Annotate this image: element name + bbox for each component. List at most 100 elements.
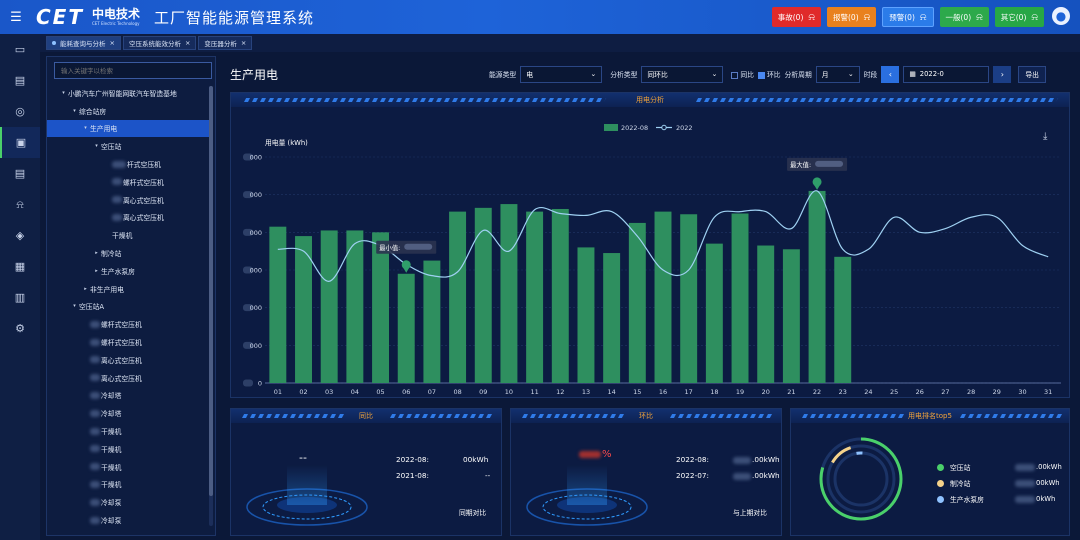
tree-node[interactable]: ▾ 综合站房 — [47, 102, 209, 120]
decor-stripes — [801, 414, 905, 418]
tree-node[interactable]: 干燥机 — [47, 226, 209, 244]
tree-node[interactable]: ▾ 空压站 — [47, 137, 209, 155]
tree-node-label: 空压站A — [79, 303, 105, 312]
tree-node[interactable]: 螺杆式空压机 — [47, 173, 209, 191]
redacted-value — [733, 472, 751, 480]
x-tick-label: 14 — [608, 388, 616, 396]
user-avatar[interactable]: ● — [1052, 7, 1070, 25]
tree-node[interactable]: ▾ 生产用电 — [47, 119, 209, 138]
top5-panel-title: 用电排名top5 — [908, 412, 952, 420]
report-icon[interactable]: ▤ — [14, 167, 26, 180]
tree-search-input[interactable] — [54, 62, 212, 79]
settings-icon[interactable]: ⚙ — [15, 322, 25, 335]
tree-node[interactable]: 螺杆式空压机 — [47, 315, 209, 333]
close-icon[interactable]: × — [184, 39, 191, 47]
bar-06 — [397, 273, 415, 383]
date-picker[interactable]: ▦ 2022-0 — [903, 65, 990, 83]
alarm-button[interactable]: 其它(0) ⍾ — [994, 7, 1044, 27]
analysis-type-select[interactable]: 同环比 ⌄ — [641, 65, 724, 83]
top5-item: 制冷站 00kWh — [937, 475, 1067, 491]
tab-3[interactable]: 变压器分析 × — [198, 36, 253, 50]
tree-node[interactable]: 螺杆式空压机 — [47, 333, 209, 351]
tree-node[interactable]: 干燥机 — [47, 476, 209, 494]
tree-node[interactable]: 冷却塔 — [47, 404, 209, 422]
decor-stripes — [695, 98, 1059, 102]
monitor-icon[interactable]: ▭ — [14, 43, 26, 56]
y-tick-label: 000 — [250, 154, 262, 162]
top5-panel: 用电排名top5 空压站 .00kWh 制冷站 00kWh 生产水泵房 0kWh — [790, 408, 1070, 536]
tree-node[interactable]: 干燥机 — [47, 440, 209, 458]
alarm-button[interactable]: 事故(0) ⍾ — [771, 7, 821, 27]
caret-icon: ▸ — [95, 267, 98, 274]
tree-node[interactable]: 冷却塔 — [47, 387, 209, 405]
tab-2[interactable]: 空压系统能效分析 × — [122, 36, 197, 50]
legend-label-bar: 2022-08 — [621, 124, 648, 132]
clipboard-icon[interactable]: ▥ — [14, 291, 26, 304]
download-icon[interactable]: ⤓ — [1043, 131, 1048, 142]
tree-node[interactable]: 离心式空压机 — [47, 369, 209, 387]
target-icon[interactable]: ◎ — [15, 105, 25, 118]
redacted-tick — [243, 228, 253, 236]
redacted-text — [90, 445, 100, 453]
calculator-icon[interactable]: ▦ — [14, 260, 26, 273]
mom-row-1-value-text: .00kWh — [752, 455, 780, 464]
tree-node[interactable]: 离心式空压机 — [47, 191, 209, 209]
alarm-button[interactable]: 一般(0) ⍾ — [939, 7, 989, 27]
bell-icon[interactable]: ⍾ — [16, 197, 24, 211]
alarm-button[interactable]: 预警(0) ⍾ — [882, 7, 934, 27]
tree-node[interactable]: 冷却泵 — [47, 493, 209, 511]
yoy-footer: 同期对比 — [459, 509, 487, 517]
time-label: 时段 — [863, 71, 878, 79]
bar-03 — [320, 230, 338, 383]
menu-toggle-icon[interactable]: ☰ — [10, 9, 22, 25]
caret-icon: ▾ — [62, 89, 65, 96]
redacted-text — [90, 374, 100, 382]
tree-node[interactable]: 干燥机 — [47, 458, 209, 476]
tree-scrollbar[interactable] — [209, 86, 213, 526]
close-icon[interactable]: × — [240, 39, 247, 47]
alarm-button[interactable]: 报警(0) ⍾ — [827, 7, 877, 27]
redacted-value — [404, 243, 433, 250]
export-button[interactable]: 导出 — [1018, 65, 1046, 83]
redacted-value — [733, 456, 751, 464]
prev-period-button[interactable]: ‹ — [881, 65, 900, 83]
x-tick-label: 28 — [967, 388, 975, 396]
redacted-text — [112, 178, 122, 186]
y-tick-label: 000 — [250, 267, 262, 275]
yoy-row-1-value: 00kWh — [463, 455, 489, 464]
y-tick-label: 000 — [250, 304, 262, 312]
logo-en: CET Electric Technology — [91, 21, 140, 26]
yoy-checkbox[interactable]: 同比 — [731, 69, 754, 79]
x-tick-label: 20 — [762, 388, 770, 396]
close-icon[interactable]: × — [109, 39, 115, 47]
legend-line-marker — [661, 124, 667, 131]
tree-node[interactable]: 离心式空压机 — [47, 351, 209, 369]
tree-node[interactable]: ▸ 非生产用电 — [47, 280, 209, 298]
tab-1[interactable]: 能耗查询与分析 × — [46, 36, 121, 50]
tree-node[interactable]: ▸ 制冷站 — [47, 244, 209, 262]
tree-node[interactable]: 离心式空压机 — [47, 209, 209, 227]
energy-type-select[interactable]: 电 ⌄ — [520, 65, 603, 83]
alarm-label: 事故(0) — [777, 12, 804, 22]
mom-checkbox[interactable]: 环比 — [757, 69, 781, 79]
period-select[interactable]: 月 ⌄ — [815, 65, 860, 83]
tree-node[interactable]: 冷却泵 — [47, 511, 209, 529]
tree-node[interactable]: ▸ 生产水泵房 — [47, 262, 209, 280]
layers-icon[interactable]: ◈ — [15, 229, 25, 242]
top5-panel-header: 用电排名top5 — [791, 409, 1069, 423]
tree-scrollbar-thumb[interactable] — [209, 86, 213, 496]
x-tick-label: 22 — [813, 388, 821, 396]
document-icon[interactable]: ▤ — [14, 74, 26, 87]
energy-analysis-icon[interactable]: ▣ — [0, 127, 40, 158]
caret-icon: ▸ — [95, 250, 98, 257]
next-period-button[interactable]: › — [993, 65, 1012, 83]
x-tick-label: 12 — [556, 388, 564, 396]
mom-value: % — [579, 449, 612, 460]
tree-node-label: 冷却塔 — [101, 410, 122, 419]
tree-node[interactable]: ▾ 小鹏汽车广州智能网联汽车智造基地 — [47, 84, 209, 102]
tree-node[interactable]: 干燥机 — [47, 422, 209, 440]
redacted-text — [90, 463, 100, 471]
tree-node[interactable]: ▾ 空压站A — [47, 298, 209, 316]
tree-node-label: 冷却泵 — [101, 517, 122, 526]
tree-node[interactable]: 杆式空压机 — [47, 155, 209, 173]
